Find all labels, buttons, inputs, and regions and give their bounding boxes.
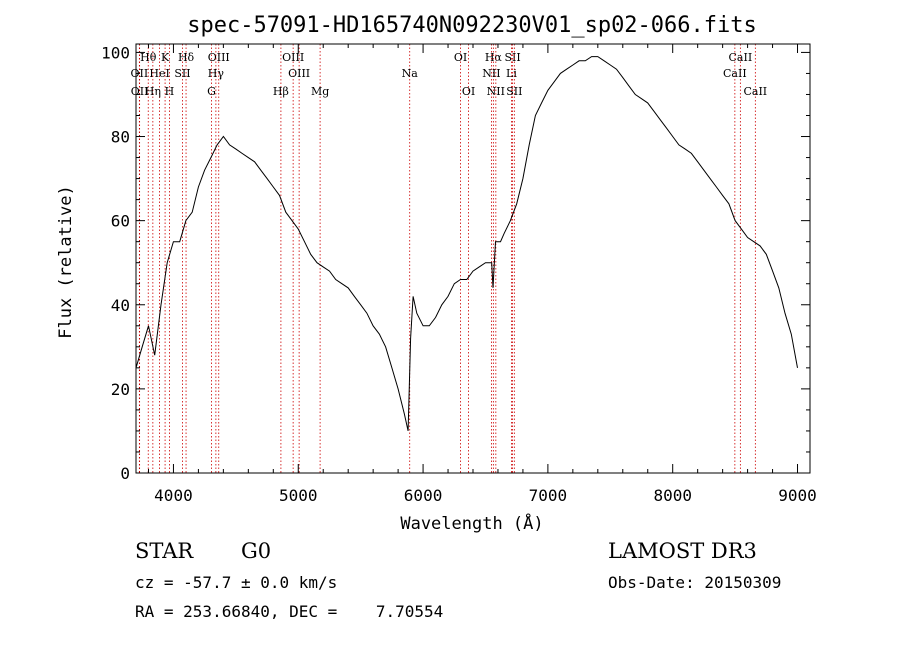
x-tick-label: 7000 — [529, 486, 568, 505]
spectral-line-label: CaII — [723, 67, 747, 80]
x-tick-label: 6000 — [404, 486, 443, 505]
x-tick-label: 5000 — [279, 486, 318, 505]
y-tick-label: 80 — [111, 128, 130, 147]
spectral-subclass-label: G0 — [241, 539, 272, 563]
spectral-line-label: OI — [462, 85, 475, 98]
spectral-line-label: Hα — [485, 51, 503, 64]
spectral-line-label: OII — [131, 85, 149, 98]
spectral-line-label: Hβ — [273, 85, 289, 98]
redshift-velocity-text: cz = -57.7 ± 0.0 km/s — [135, 573, 338, 592]
x-tick-label: 9000 — [778, 486, 817, 505]
y-tick-label: 100 — [101, 43, 130, 62]
spectral-line-label: Li — [506, 67, 517, 80]
spectral-line-label: OI — [454, 51, 467, 64]
spectral-line-label: Na — [402, 67, 419, 80]
chart-title: spec-57091-HD165740N092230V01_sp02-066.f… — [187, 13, 757, 38]
plot-frame — [135, 43, 811, 474]
spectral-line-label: K — [161, 51, 170, 64]
spectral-line-label: NII — [482, 67, 500, 80]
coordinates-text: RA = 253.66840, DEC = 7.70554 — [135, 602, 444, 621]
y-tick-label: 20 — [111, 380, 130, 399]
spectral-line-label: Hθ — [140, 51, 157, 64]
spectral-line-label: CaII — [743, 85, 767, 98]
spectral-line-label: HeI — [149, 67, 169, 80]
spectral-line-label: Hδ — [178, 51, 195, 64]
x-axis-label: Wavelength (Å) — [400, 512, 543, 534]
y-tick-label: 60 — [111, 212, 130, 231]
spectral-line-label: Mg — [311, 85, 329, 98]
spectral-line-label: OIII — [288, 67, 310, 80]
x-tick-label: 8000 — [653, 486, 692, 505]
spectral-line-label: SII — [506, 85, 522, 98]
spectral-line-label: Hη — [145, 85, 161, 98]
spectrum-series-line — [135, 56, 798, 432]
survey-release-label: LAMOST DR3 — [608, 539, 757, 563]
y-axis-label: Flux (relative) — [56, 185, 76, 339]
y-tick-label: 0 — [120, 464, 130, 483]
spectral-line-label: SII — [504, 51, 520, 64]
spectral-line-label: OIII — [208, 51, 230, 64]
y-tick-label: 40 — [111, 296, 130, 315]
object-class-label: STAR — [135, 539, 194, 563]
spectral-line-label: OIII — [282, 51, 304, 64]
x-tick-label: 4000 — [154, 486, 193, 505]
spectral-line-label: SII — [174, 67, 190, 80]
spectral-line-label: G — [207, 85, 216, 98]
spectral-line-label: CaII — [729, 51, 753, 64]
spectral-line-label: NII — [487, 85, 505, 98]
spectral-line-label: H — [165, 85, 175, 98]
observation-date-text: Obs-Date: 20150309 — [608, 573, 782, 592]
spectral-line-label: Hγ — [208, 67, 225, 80]
axis-ticks: 4000 5000 6000 7000 8000 9000 0 20 40 60 80 100 — [101, 43, 817, 505]
